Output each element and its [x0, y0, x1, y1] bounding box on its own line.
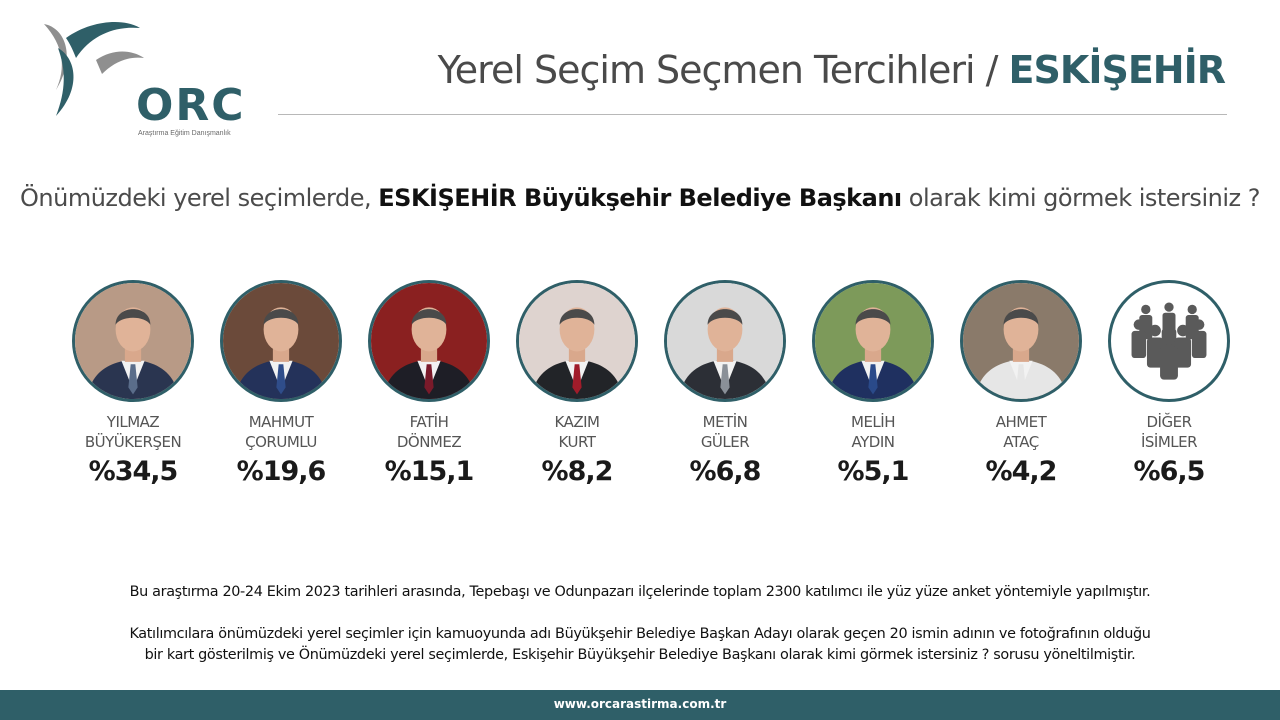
candidate-name: YILMAZ BÜYÜKERŞEN: [59, 412, 207, 452]
candidate-first-name: FATİH: [409, 413, 449, 431]
candidate-last-name: KURT: [558, 433, 596, 451]
candidate-results: YILMAZ BÜYÜKERŞEN %34,5 MAHMUT ÇORUMLU %19,6 F…: [60, 280, 1240, 500]
orc-logo-mark-icon: [44, 22, 144, 116]
survey-question: Önümüzdeki yerel seçimlerde, ESKİŞEHİR B…: [0, 184, 1280, 212]
candidate-card: KAZIM KURT %8,2: [503, 280, 651, 487]
candidate-percentage: %34,5: [88, 456, 179, 487]
candidate-first-name: MELİH: [851, 413, 895, 431]
note-line-2: Katılımcılara önümüzdeki yerel seçimler …: [129, 626, 1151, 642]
orc-logo: ORC Araştırma Eğitim Danışmanlık: [36, 18, 246, 137]
footer-bar: www.orcarastirma.com.tr: [0, 690, 1280, 720]
methodology-notes: Bu araştırma 20-24 Ekim 2023 tarihleri a…: [0, 582, 1280, 666]
candidate-name: FATİH DÖNMEZ: [355, 412, 503, 452]
note-line-3: bir kart gösterilmiş ve Önümüzdeki yerel…: [144, 647, 1136, 663]
candidate-photo: [516, 280, 638, 402]
candidate-photo: [72, 280, 194, 402]
candidate-percentage: %19,6: [236, 456, 327, 487]
note-line-1: Bu araştırma 20-24 Ekim 2023 tarihleri a…: [129, 584, 1151, 600]
candidate-photo: [368, 280, 490, 402]
candidate-card: FATİH DÖNMEZ %15,1: [355, 280, 503, 487]
candidate-card: MAHMUT ÇORUMLU %19,6: [207, 280, 355, 487]
candidate-first-name: AHMET: [995, 413, 1047, 431]
candidate-card: DİĞER İSİMLER %6,5: [1095, 280, 1243, 487]
candidate-name: MAHMUT ÇORUMLU: [207, 412, 355, 452]
candidate-photo: [812, 280, 934, 402]
people-group-icon: [1108, 280, 1230, 402]
candidate-percentage: %4,2: [985, 456, 1058, 487]
candidate-first-name: DİĞER: [1146, 413, 1193, 431]
candidate-photo: [960, 280, 1082, 402]
candidate-name: AHMET ATAÇ: [947, 412, 1095, 452]
candidate-first-name: KAZIM: [554, 413, 600, 431]
logo-tagline: Araştırma Eğitim Danışmanlık: [138, 130, 231, 137]
candidate-name: KAZIM KURT: [503, 412, 651, 452]
note-spacer: [0, 603, 1280, 624]
question-prefix: Önümüzdeki yerel seçimlerde,: [20, 184, 372, 212]
question-bold: ESKİŞEHİR Büyükşehir Belediye Başkanı: [378, 184, 902, 212]
candidate-card: YILMAZ BÜYÜKERŞEN %34,5: [59, 280, 207, 487]
candidate-photo: [664, 280, 786, 402]
candidate-last-name: İSİMLER: [1140, 433, 1198, 451]
page-title: Yerel Seçim Seçmen Tercihleri / ESKİŞEHİ…: [437, 48, 1226, 92]
candidate-name: MELİH AYDIN: [799, 412, 947, 452]
candidate-last-name: DÖNMEZ: [396, 433, 462, 451]
candidate-name: DİĞER İSİMLER: [1095, 412, 1243, 452]
candidate-photo: [220, 280, 342, 402]
candidate-last-name: ÇORUMLU: [245, 433, 317, 451]
candidate-last-name: GÜLER: [700, 433, 750, 451]
candidate-percentage: %6,5: [1133, 456, 1206, 487]
candidate-percentage: %8,2: [541, 456, 614, 487]
candidate-card: METİN GÜLER %6,8: [651, 280, 799, 487]
candidate-last-name: ATAÇ: [1003, 433, 1039, 451]
candidate-name: METİN GÜLER: [651, 412, 799, 452]
logo-wordmark: ORC: [136, 80, 246, 131]
question-suffix: olarak kimi görmek istersiniz ?: [908, 184, 1261, 212]
candidate-percentage: %15,1: [384, 456, 475, 487]
candidate-card: AHMET ATAÇ %4,2: [947, 280, 1095, 487]
footer-url[interactable]: www.orcarastirma.com.tr: [553, 697, 727, 711]
candidate-last-name: AYDIN: [851, 433, 895, 451]
candidate-first-name: MAHMUT: [248, 413, 314, 431]
candidate-first-name: YILMAZ: [106, 413, 160, 431]
candidate-percentage: %5,1: [837, 456, 910, 487]
page-title-prefix: Yerel Seçim Seçmen Tercihleri /: [437, 48, 999, 92]
page-title-city: ESKİŞEHİR: [1008, 48, 1226, 92]
candidate-last-name: BÜYÜKERŞEN: [84, 433, 182, 451]
header-divider: [278, 114, 1227, 115]
candidate-card: MELİH AYDIN %5,1: [799, 280, 947, 487]
candidate-first-name: METİN: [702, 413, 748, 431]
candidate-percentage: %6,8: [689, 456, 762, 487]
